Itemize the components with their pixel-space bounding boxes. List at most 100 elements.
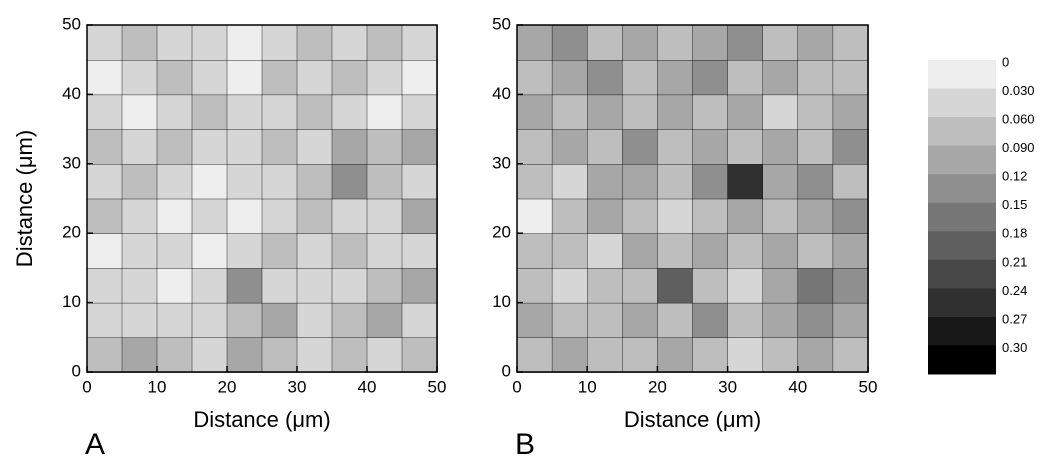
contour-cell <box>727 302 764 339</box>
contour-cell <box>121 24 158 61</box>
contour-cell <box>261 128 298 165</box>
contour-cell <box>587 94 624 130</box>
contour-cell <box>331 232 368 269</box>
x-tick-label: 50 <box>859 377 878 396</box>
contour-cell <box>261 24 298 61</box>
y-axis-title: Distance (μm) <box>12 130 37 267</box>
contour-cell <box>261 337 298 373</box>
contour-cell <box>832 94 869 130</box>
y-tick-label: 40 <box>62 84 81 103</box>
contour-cell <box>551 198 588 234</box>
contour-cell <box>226 163 263 200</box>
y-tick-label: 20 <box>62 223 81 242</box>
contour-cell <box>296 59 333 96</box>
contour-cell <box>832 232 869 269</box>
contour-cell <box>832 337 869 373</box>
contour-cell <box>156 59 193 96</box>
contour-cell <box>121 59 158 96</box>
contour-cell <box>331 24 368 61</box>
contour-cell <box>401 337 438 373</box>
contour-cell <box>226 302 263 339</box>
contour-cell <box>401 59 438 96</box>
colorbar-label: 0.27 <box>1002 311 1027 326</box>
colorbar-label: 0.090 <box>1002 140 1035 155</box>
contour-cell <box>657 198 694 234</box>
contour-cell <box>797 163 834 200</box>
panel-label: A <box>85 428 105 461</box>
contour-cell <box>191 337 228 373</box>
contour-cell <box>331 94 368 130</box>
contour-cell <box>797 128 834 165</box>
contour-cell <box>692 24 729 61</box>
contour-cell <box>587 198 624 234</box>
contour-cell <box>156 198 193 234</box>
contour-cell <box>797 94 834 130</box>
contour-cell <box>121 163 158 200</box>
contour-cell <box>516 232 553 269</box>
contour-cell <box>191 232 228 269</box>
contour-cell <box>832 128 869 165</box>
contour-cell <box>516 94 553 130</box>
contour-cell <box>516 128 553 165</box>
contour-cell <box>331 337 368 373</box>
contour-cell <box>296 94 333 130</box>
x-axis-title: Distance (μm) <box>624 407 761 432</box>
contour-cell <box>551 302 588 339</box>
contour-cell <box>657 267 694 304</box>
contour-cell <box>401 128 438 165</box>
contour-cell <box>331 59 368 96</box>
contour-cell <box>366 163 403 200</box>
y-tick-label: 20 <box>492 223 511 242</box>
contour-cell <box>331 267 368 304</box>
contour-cell <box>121 302 158 339</box>
contour-cell <box>191 24 228 61</box>
colorbar-band <box>928 231 996 261</box>
contour-cell <box>191 94 228 130</box>
contour-cell <box>622 232 659 269</box>
contour-cell <box>587 337 624 373</box>
contour-cell <box>516 267 553 304</box>
x-tick-label: 40 <box>788 377 807 396</box>
contour-cell <box>762 94 799 130</box>
contour-cell <box>832 163 869 200</box>
contour-cell <box>551 128 588 165</box>
contour-cell <box>296 24 333 61</box>
contour-cell <box>226 232 263 269</box>
contour-cell <box>226 267 263 304</box>
colorbar-label: 0.18 <box>1002 226 1027 241</box>
contour-cell <box>401 163 438 200</box>
y-tick-label: 0 <box>502 361 511 380</box>
contour-cell <box>366 94 403 130</box>
contour-cell <box>401 302 438 339</box>
contour-cell <box>657 302 694 339</box>
contour-cell <box>86 24 123 61</box>
contour-cell <box>366 302 403 339</box>
contour-cell <box>191 128 228 165</box>
contour-cell <box>762 337 799 373</box>
contour-cell <box>191 198 228 234</box>
contour-cell <box>121 267 158 304</box>
contour-cell <box>762 128 799 165</box>
contour-cell <box>261 163 298 200</box>
contour-cell <box>86 94 123 130</box>
contour-cell <box>587 232 624 269</box>
contour-cell <box>366 128 403 165</box>
colorbar-band <box>928 288 996 318</box>
contour-cell <box>832 267 869 304</box>
contour-cell <box>156 337 193 373</box>
y-tick-label: 10 <box>492 292 511 311</box>
contour-cell <box>692 337 729 373</box>
contour-cell <box>551 232 588 269</box>
contour-cell <box>727 128 764 165</box>
contour-cell <box>156 302 193 339</box>
contour-cell <box>121 232 158 269</box>
contour-cell <box>226 198 263 234</box>
contour-cell <box>331 128 368 165</box>
contour-cell <box>296 232 333 269</box>
contour-cell <box>516 337 553 373</box>
colorbar-label: 0.15 <box>1002 197 1027 212</box>
contour-cell <box>121 128 158 165</box>
colorbar-band <box>928 202 996 232</box>
contour-cell <box>191 163 228 200</box>
